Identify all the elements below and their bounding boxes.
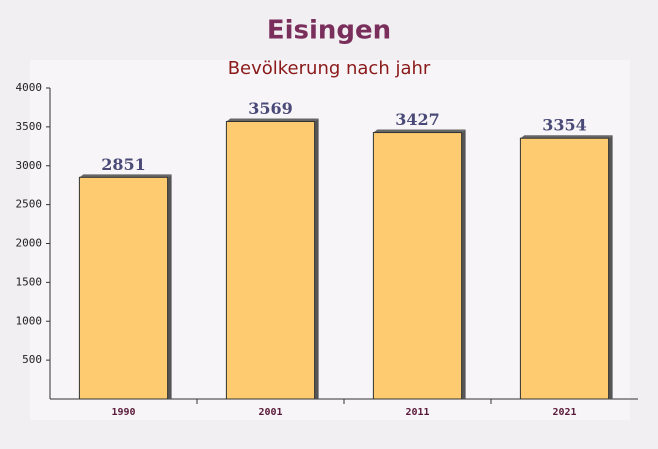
bar [78, 176, 169, 400]
bar [372, 132, 463, 400]
bar-shadow [167, 174, 172, 399]
bar [519, 137, 610, 400]
value-label: 3427 [395, 110, 440, 129]
y-tick-label: 3000 [16, 159, 43, 172]
y-tick-label: 4000 [16, 81, 43, 94]
x-tick-label: 2011 [405, 407, 429, 418]
value-label: 3569 [248, 99, 293, 118]
y-tick-label: 1000 [16, 314, 43, 327]
x-tick-label: 1990 [111, 407, 135, 418]
bar [225, 121, 316, 400]
bar-shadow [608, 135, 613, 399]
bar-shadow [520, 135, 613, 139]
y-tick-label: 3500 [16, 120, 43, 133]
value-label: 2851 [101, 155, 146, 174]
bar-shadow [373, 129, 466, 133]
chart-title: Eisingen [267, 16, 391, 46]
value-label: 3354 [542, 116, 587, 135]
y-tick-label: 500 [22, 353, 42, 366]
bar-shadow [226, 118, 319, 122]
chart-subtitle: Bevölkerung nach jahr [228, 58, 431, 79]
bar-shadow [314, 118, 319, 399]
bar-shadow [461, 129, 466, 399]
bar-shadow [79, 174, 172, 178]
x-tick-label: 2021 [552, 407, 576, 418]
x-tick-label: 2001 [258, 407, 282, 418]
y-tick-label: 2500 [16, 198, 43, 211]
y-tick-label: 1500 [16, 275, 43, 288]
y-tick-label: 2000 [16, 237, 43, 250]
